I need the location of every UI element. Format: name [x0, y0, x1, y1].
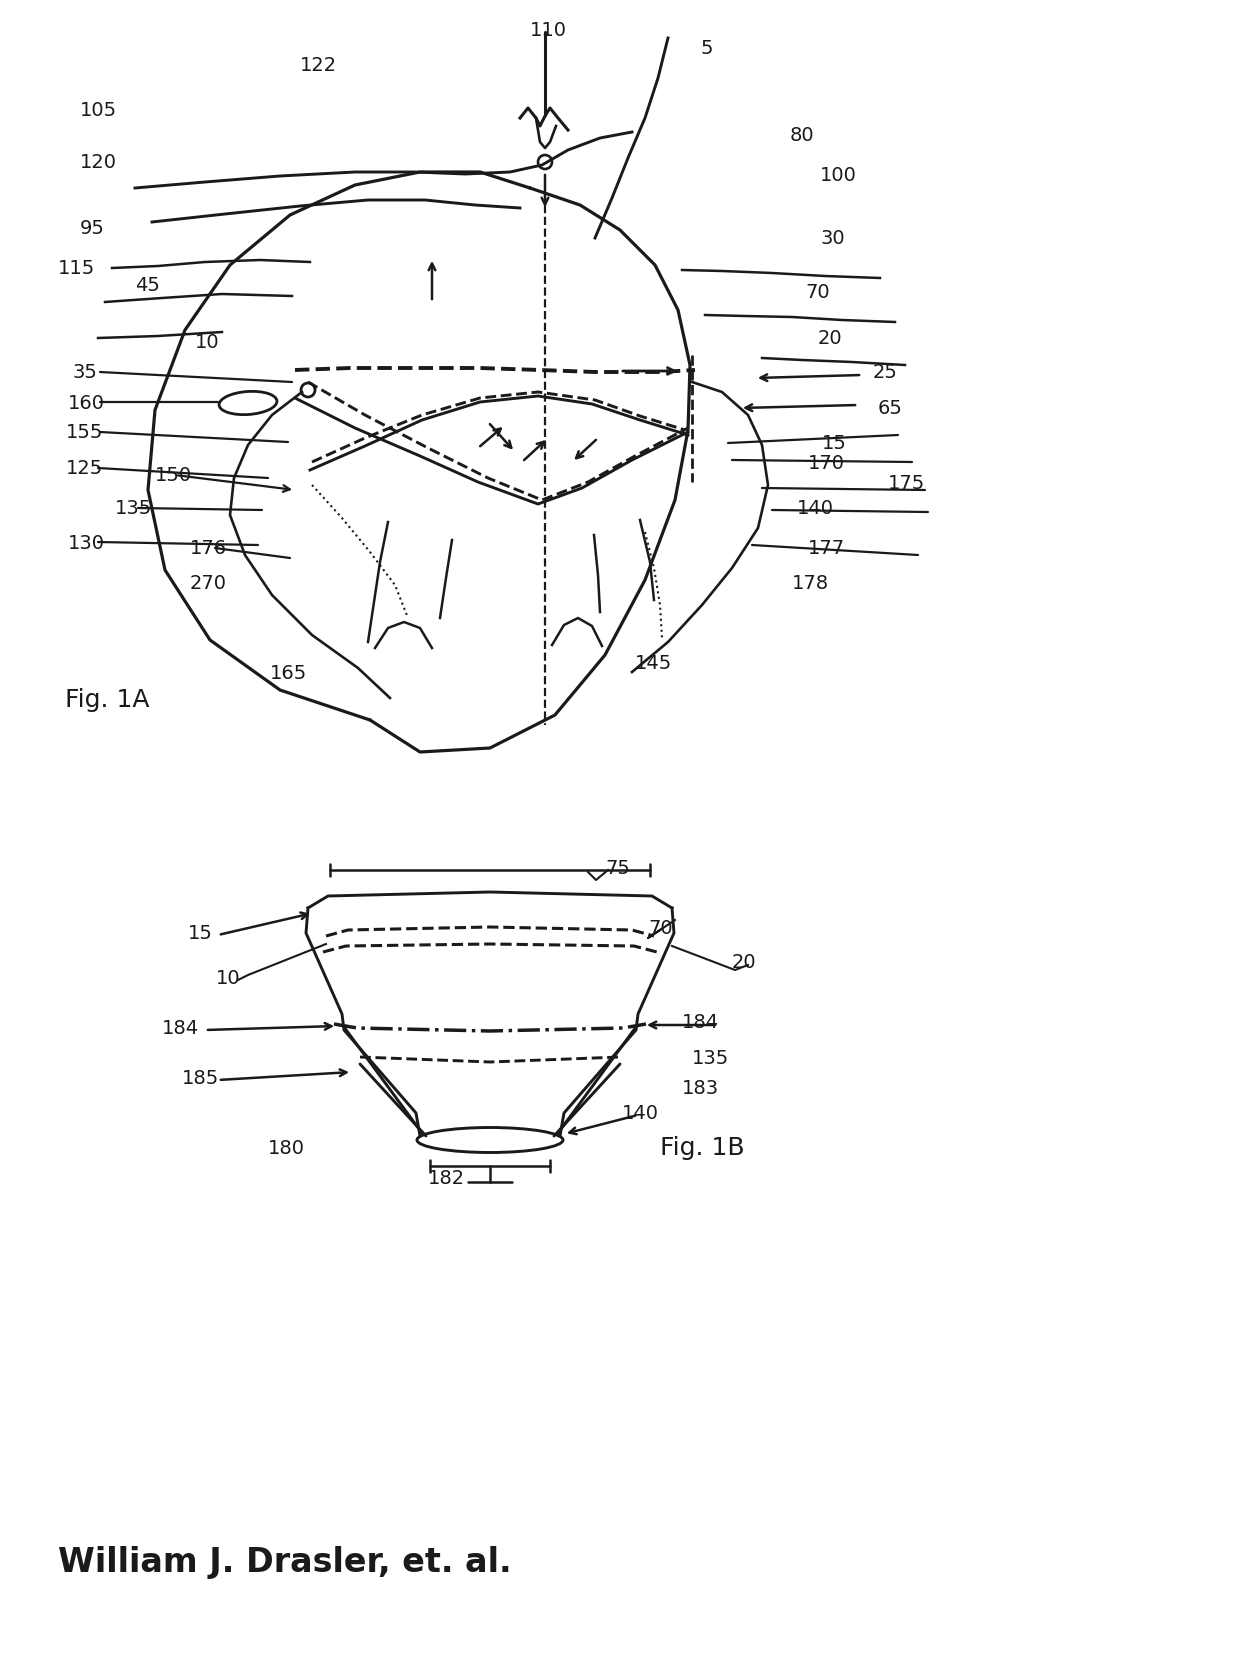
- Text: 20: 20: [818, 328, 843, 347]
- Text: 120: 120: [81, 152, 117, 172]
- Text: 110: 110: [529, 20, 567, 40]
- Text: 165: 165: [270, 663, 308, 682]
- Text: 184: 184: [682, 1012, 719, 1032]
- Text: 70: 70: [805, 282, 830, 302]
- Text: 145: 145: [635, 653, 672, 672]
- Text: 135: 135: [115, 498, 153, 517]
- Text: 155: 155: [66, 422, 103, 442]
- Text: 135: 135: [692, 1049, 729, 1067]
- Text: 25: 25: [873, 362, 898, 382]
- Text: 70: 70: [649, 919, 672, 937]
- Text: 270: 270: [190, 573, 227, 592]
- Text: Fig. 1A: Fig. 1A: [64, 688, 150, 712]
- Text: 178: 178: [792, 573, 830, 592]
- Text: 182: 182: [428, 1169, 465, 1187]
- Text: 5: 5: [701, 38, 713, 57]
- Text: 183: 183: [682, 1079, 719, 1097]
- Text: 100: 100: [820, 165, 857, 185]
- Text: 160: 160: [68, 393, 105, 412]
- Text: 122: 122: [300, 55, 337, 75]
- Text: 30: 30: [820, 228, 844, 247]
- Text: 170: 170: [808, 453, 844, 472]
- Text: 15: 15: [188, 924, 213, 942]
- Text: 140: 140: [622, 1104, 658, 1122]
- Text: 185: 185: [182, 1069, 219, 1087]
- Text: 80: 80: [790, 125, 815, 145]
- Text: 15: 15: [822, 433, 847, 452]
- Text: 105: 105: [81, 100, 117, 120]
- Text: 10: 10: [216, 969, 241, 987]
- Text: 140: 140: [797, 498, 835, 517]
- Text: 130: 130: [68, 533, 105, 552]
- Text: 125: 125: [66, 458, 103, 477]
- Text: 177: 177: [808, 538, 846, 557]
- Text: 150: 150: [155, 465, 192, 485]
- Text: 95: 95: [81, 218, 105, 237]
- Text: 180: 180: [268, 1139, 305, 1157]
- Text: William J. Drasler, et. al.: William J. Drasler, et. al.: [58, 1545, 512, 1579]
- Text: 10: 10: [195, 332, 219, 352]
- Text: Fig. 1B: Fig. 1B: [660, 1135, 745, 1160]
- Text: 115: 115: [58, 258, 95, 277]
- Text: 35: 35: [72, 362, 97, 382]
- Text: 175: 175: [888, 473, 925, 492]
- Text: 176: 176: [190, 538, 227, 557]
- Text: 45: 45: [135, 275, 160, 295]
- Text: 65: 65: [878, 398, 903, 417]
- Text: 184: 184: [162, 1019, 200, 1037]
- Text: 75: 75: [605, 859, 630, 877]
- Text: 20: 20: [732, 952, 756, 972]
